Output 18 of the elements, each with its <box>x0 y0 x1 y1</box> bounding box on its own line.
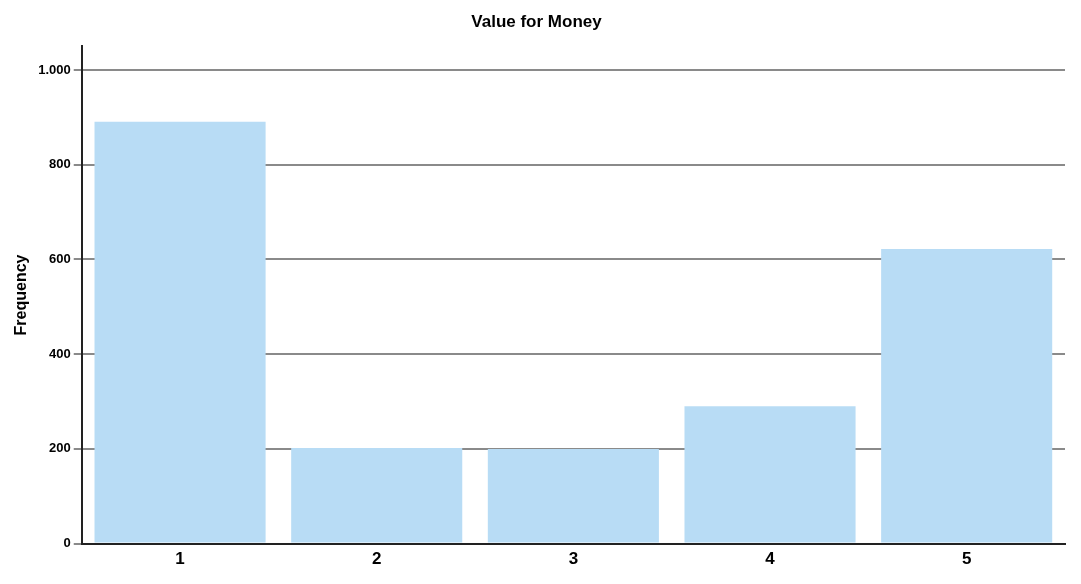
y-tick-label: 200 <box>49 440 71 456</box>
bar <box>94 121 266 543</box>
y-tick-label: 1.000 <box>38 61 71 77</box>
bar <box>291 447 463 543</box>
y-axis-title: Frequency <box>12 254 30 336</box>
y-tick-label: 600 <box>49 251 71 267</box>
x-tick-label: 2 <box>371 549 382 569</box>
x-tick-label: 5 <box>961 549 972 569</box>
y-tick-label: 0 <box>63 535 71 551</box>
x-tick-label: 1 <box>175 549 185 569</box>
bar <box>881 249 1053 543</box>
bar <box>487 448 659 543</box>
x-tick-label: 4 <box>765 549 776 569</box>
y-tick-label: 400 <box>49 345 71 361</box>
chart-title: Value for Money <box>471 11 603 31</box>
bar <box>684 406 856 543</box>
x-tick-label: 3 <box>568 549 579 569</box>
y-tick-label: 800 <box>49 156 71 172</box>
